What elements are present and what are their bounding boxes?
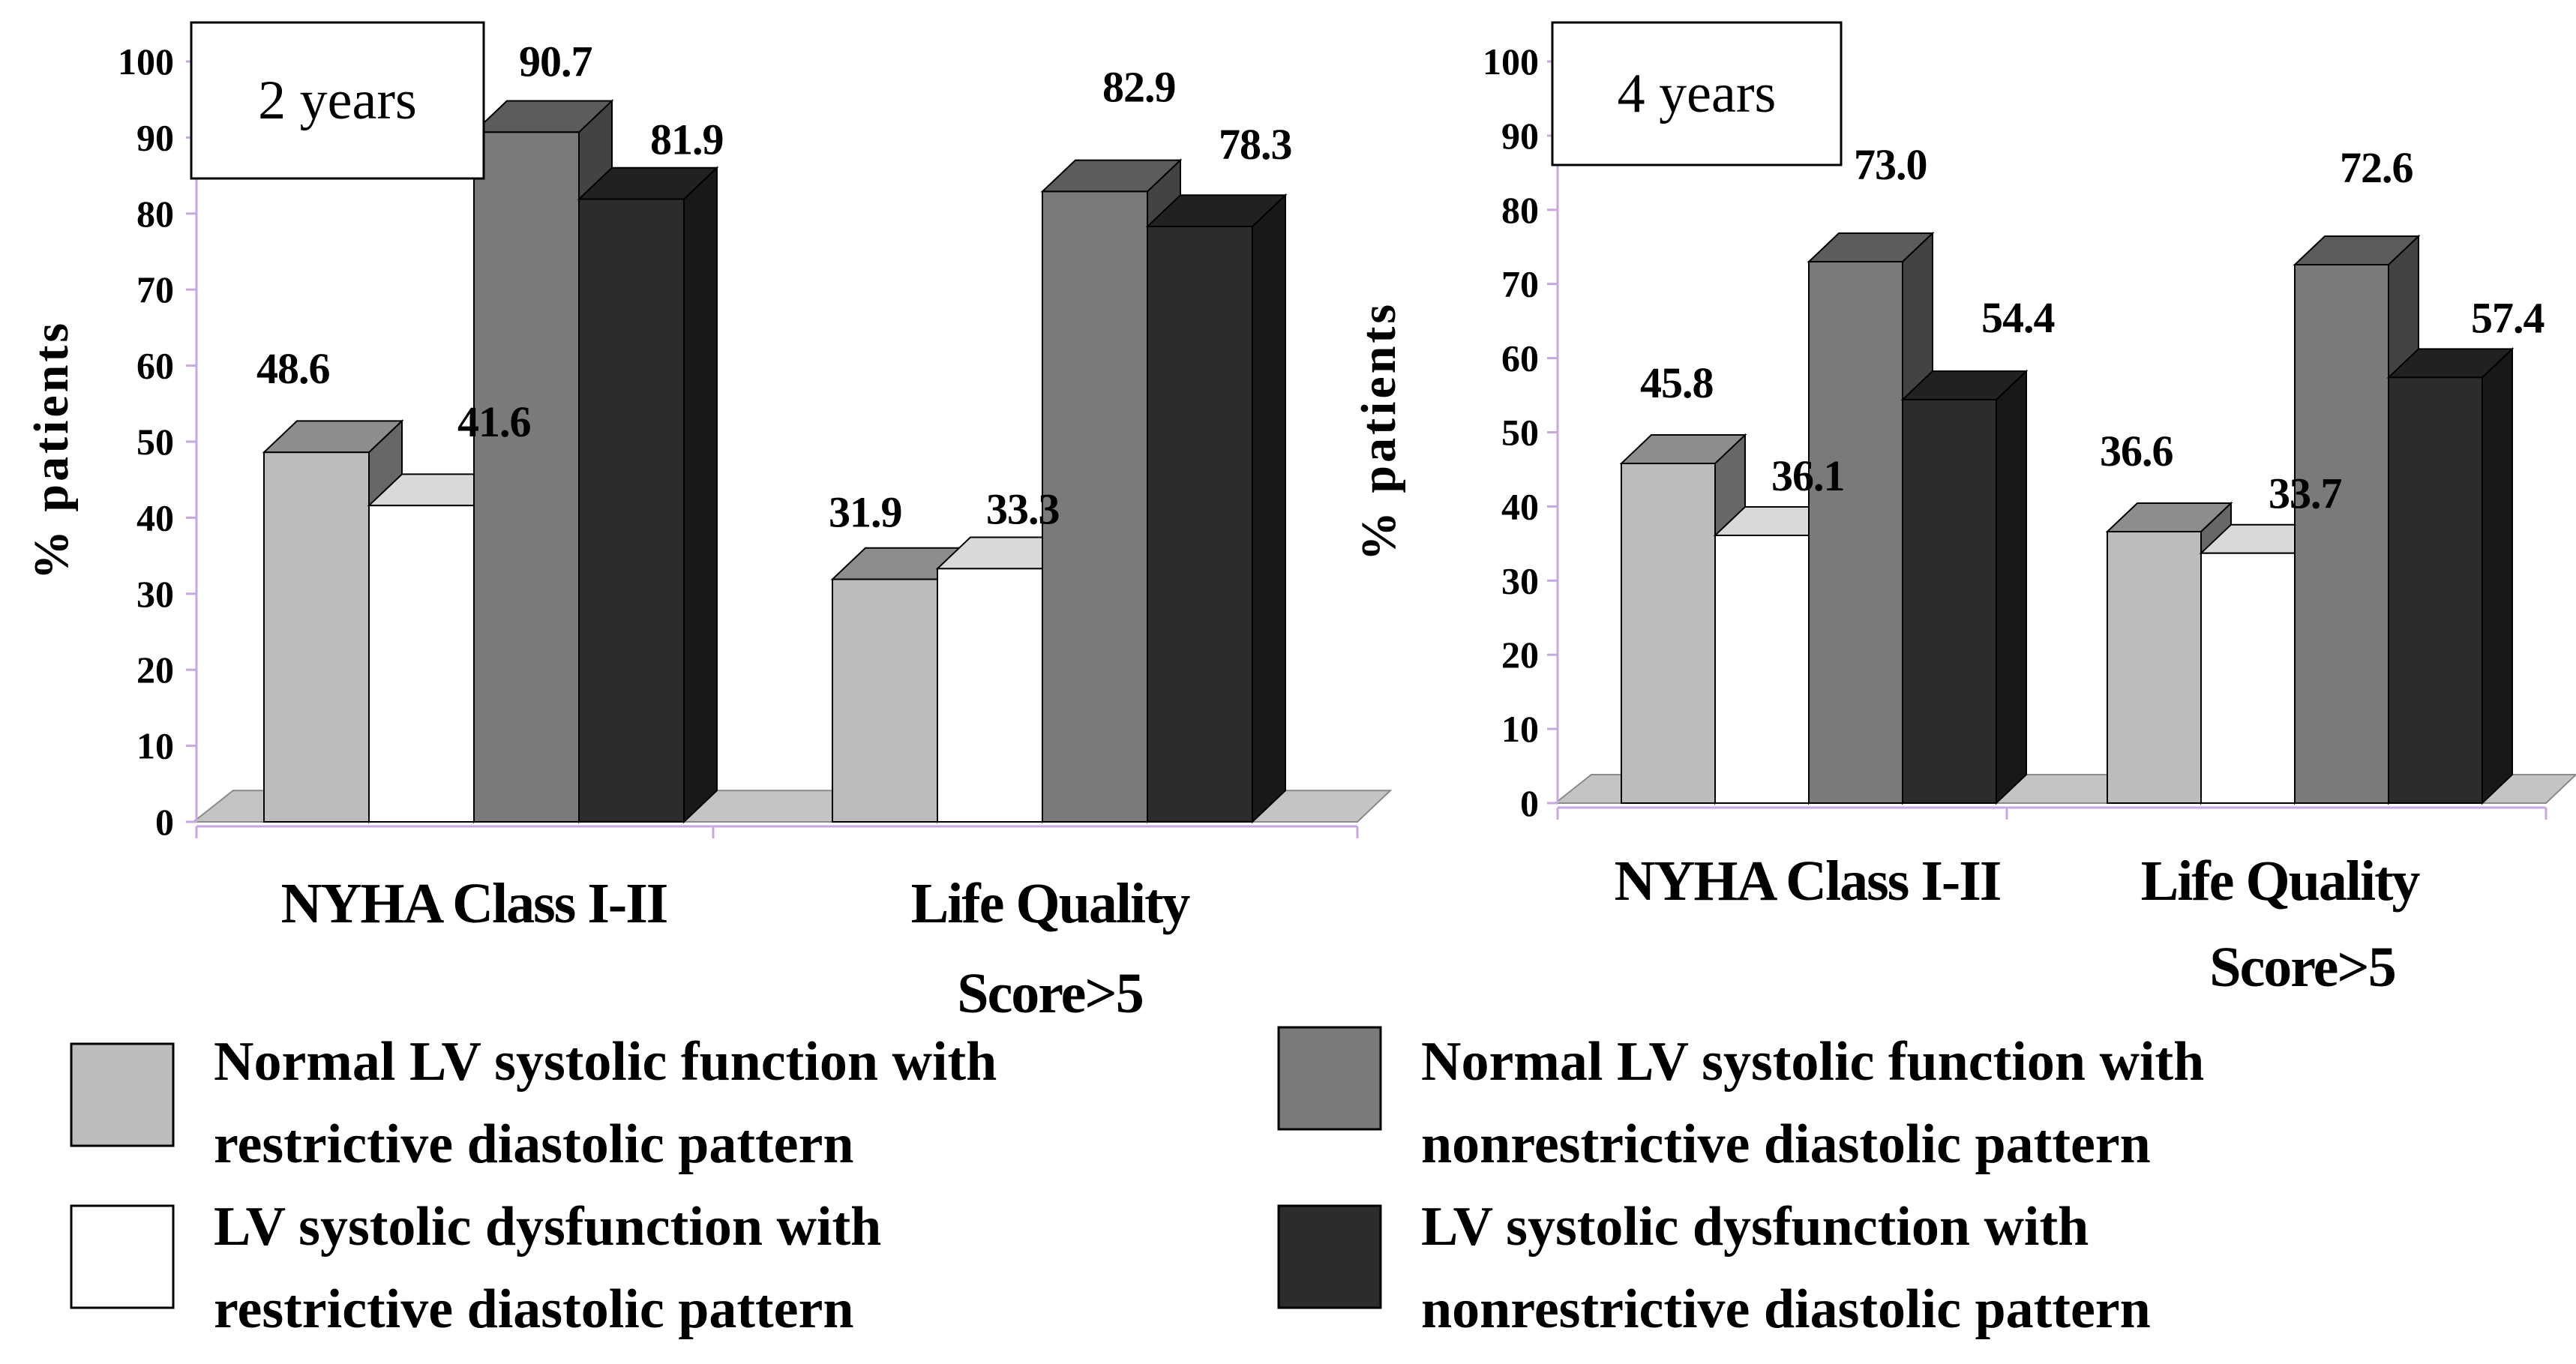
bar-front-face — [1042, 190, 1148, 823]
legend-item-dysfunction-restrictive: LV systolic dysfunction with restrictive … — [70, 1196, 881, 1340]
y-tick-label: 30 — [1501, 559, 1539, 601]
x-category-label: Score>5 — [957, 962, 1142, 1025]
legend-label: nonrestrictive diastolic pattern — [1421, 1114, 2151, 1175]
chart-2-years: 0 10 20 30 40 50 60 70 80 90 100 % patients 48.6 41.6… — [24, 21, 1393, 1025]
bar-front-face — [263, 451, 370, 823]
data-label: 78.3 — [1219, 120, 1292, 169]
bar-front-face — [578, 198, 685, 823]
y-tick-label: 10 — [136, 725, 174, 767]
y-tick-label: 60 — [136, 345, 174, 387]
bar-front-face — [1147, 226, 1253, 823]
bar-front-face — [368, 505, 475, 823]
x-category-label: NYHA Class I-II — [1615, 850, 2001, 913]
legend-label: nonrestrictive diastolic pattern — [1421, 1279, 2151, 1340]
y-tick-label: 90 — [136, 116, 174, 158]
legend: Normal LV systolic function with restrict… — [70, 1026, 2204, 1340]
bar-front-face — [937, 568, 1043, 823]
bar-front-face — [1808, 261, 1903, 804]
bar-side-face — [1252, 193, 1286, 824]
y-tick-label: 70 — [136, 268, 174, 310]
panel-title: 2 years — [258, 70, 417, 131]
legend-swatch — [1277, 1204, 1382, 1309]
y-tick-label: 100 — [1483, 40, 1539, 82]
data-label: 31.9 — [829, 488, 902, 537]
y-tick-label: 100 — [118, 40, 174, 82]
bar-normal-nonrestrictive — [1807, 231, 1935, 805]
bar-dysfunction-nonrestrictive — [2386, 346, 2515, 805]
bar-side-face — [1996, 369, 2027, 805]
data-label: 54.4 — [1981, 293, 2055, 342]
bar-front-face — [2388, 376, 2483, 804]
y-tick-label: 10 — [1501, 708, 1539, 750]
y-tick-label: 60 — [1501, 337, 1539, 379]
bar-front-face — [2294, 263, 2389, 804]
legend-item-normal-restrictive: Normal LV systolic function with restrict… — [70, 1031, 997, 1175]
y-tick-label: 30 — [136, 573, 174, 615]
y-tick-label: 0 — [1520, 782, 1539, 824]
y-axis-label: % patients — [24, 320, 79, 580]
y-tick-label: 80 — [136, 193, 174, 235]
x-category-label: Life Quality — [911, 872, 1191, 935]
legend-swatch — [70, 1204, 175, 1309]
data-label: 36.6 — [2100, 427, 2173, 475]
y-tick-label: 40 — [136, 496, 174, 538]
data-label: 33.3 — [986, 484, 1060, 533]
x-category-label: NYHA Class I-II — [281, 872, 667, 935]
y-tick-label: 20 — [136, 649, 174, 691]
y-tick-label: 70 — [1501, 263, 1539, 305]
bar-front-face — [1714, 534, 1810, 804]
panel-title-box — [190, 21, 485, 180]
data-label: 36.1 — [1771, 451, 1845, 500]
data-label: 81.9 — [650, 115, 724, 164]
panel-title-box — [1551, 21, 1843, 166]
y-tick-label: 80 — [1501, 189, 1539, 231]
data-label: 73.0 — [1854, 140, 1927, 189]
data-label: 48.6 — [256, 344, 330, 393]
legend-item-dysfunction-nonrestrictive: LV systolic dysfunction with nonrestricti… — [1277, 1196, 2151, 1340]
data-label: 57.4 — [2471, 293, 2545, 342]
legend-swatch — [70, 1042, 175, 1147]
legend-label: LV systolic dysfunction with — [214, 1196, 881, 1258]
y-axis-label: % patients — [1351, 301, 1406, 561]
legend-item-normal-nonrestrictive: Normal LV systolic function with nonrestr… — [1277, 1026, 2204, 1175]
panel-title: 4 years — [1618, 63, 1777, 124]
y-tick-label: 50 — [136, 421, 174, 463]
x-category-label: Score>5 — [2209, 936, 2395, 999]
legend-swatch — [1277, 1026, 1382, 1131]
bar-side-face — [683, 166, 718, 824]
data-label: 33.7 — [2269, 469, 2342, 518]
legend-label: restrictive diastolic pattern — [214, 1279, 854, 1340]
y-tick-label: 90 — [1501, 115, 1539, 157]
data-label: 90.7 — [519, 37, 592, 85]
data-label: 72.6 — [2340, 143, 2413, 192]
bar-dysfunction-nonrestrictive — [1900, 369, 2029, 805]
bar-front-face — [2107, 531, 2202, 804]
data-label: 45.8 — [1640, 358, 1714, 407]
y-tick-label: 40 — [1501, 485, 1539, 527]
bar-front-face — [473, 131, 580, 823]
bar-front-face — [832, 578, 938, 823]
legend-label: restrictive diastolic pattern — [214, 1114, 854, 1175]
bar-front-face — [1902, 398, 1997, 804]
data-label: 41.6 — [457, 397, 531, 446]
y-tick-label: 50 — [1501, 412, 1539, 454]
y-tick-label: 20 — [1501, 634, 1539, 676]
chart-4-years: 0 10 20 30 40 50 60 70 80 90 100 % patients 45.8 36.1… — [1351, 21, 2576, 999]
data-label: 82.9 — [1102, 62, 1176, 111]
bar-front-face — [2200, 552, 2296, 804]
bar-side-face — [2482, 346, 2513, 805]
legend-label: Normal LV systolic function with — [214, 1031, 997, 1093]
bar-dysfunction-nonrestrictive — [1145, 193, 1288, 824]
legend-label: Normal LV systolic function with — [1421, 1031, 2204, 1093]
bar-front-face — [1621, 463, 1716, 805]
x-category-label: Life Quality — [2141, 850, 2421, 913]
y-tick-label: 0 — [155, 801, 174, 843]
bar-dysfunction-nonrestrictive — [577, 166, 719, 824]
legend-label: LV systolic dysfunction with — [1421, 1196, 2089, 1258]
